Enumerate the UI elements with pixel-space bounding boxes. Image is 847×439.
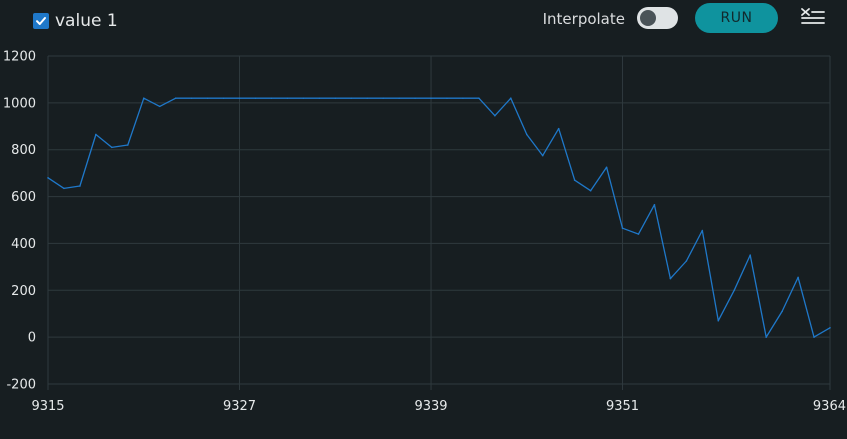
series-label: value 1 <box>55 11 118 31</box>
series-line-value-1 <box>47 97 831 338</box>
data-point <box>669 277 672 280</box>
y-tick-label: 400 <box>11 237 36 252</box>
data-point <box>63 187 65 190</box>
series-toggle-value-1[interactable]: value 1 <box>33 10 118 32</box>
data-point <box>621 227 624 229</box>
data-point <box>829 326 831 329</box>
check-icon[interactable] <box>33 13 49 29</box>
data-point <box>557 127 560 130</box>
x-tick-label: 9327 <box>223 399 256 414</box>
data-point <box>541 154 544 157</box>
x-tick-label: 9339 <box>414 399 447 414</box>
data-point <box>286 97 289 99</box>
y-tick-label: -200 <box>6 378 36 393</box>
data-point <box>254 97 257 99</box>
data-point <box>637 233 640 235</box>
interpolate-label: Interpolate <box>542 10 625 28</box>
clear-list-icon[interactable] <box>800 6 826 28</box>
series-layer <box>47 97 831 338</box>
run-button[interactable]: RUN <box>695 3 778 33</box>
data-point <box>525 133 528 136</box>
x-axis: 9315 9327 9339 9351 9364 <box>31 399 846 414</box>
data-point <box>797 276 799 279</box>
data-point <box>334 97 337 99</box>
y-tick-label: 1200 <box>3 50 36 65</box>
data-point <box>270 97 273 99</box>
grid <box>47 55 831 390</box>
data-point <box>398 97 400 99</box>
data-point <box>749 254 752 256</box>
toggle-knob <box>640 10 656 26</box>
data-point <box>318 97 321 99</box>
data-point <box>589 189 592 192</box>
y-tick-label: 800 <box>11 143 36 158</box>
x-tick-label: 9315 <box>31 399 64 414</box>
data-point <box>462 97 464 99</box>
data-point <box>111 146 113 149</box>
data-point <box>510 97 512 99</box>
data-point <box>206 97 209 99</box>
data-point <box>573 179 576 181</box>
y-tick-label: 200 <box>11 284 36 299</box>
data-point <box>238 97 241 99</box>
data-point <box>79 185 81 187</box>
data-point <box>174 97 177 99</box>
data-point <box>717 319 720 322</box>
data-point <box>222 97 225 99</box>
y-tick-label: 0 <box>28 331 36 346</box>
data-point <box>126 144 129 146</box>
data-point <box>95 133 97 136</box>
data-point <box>733 289 736 292</box>
x-tick-label: 9364 <box>813 399 846 414</box>
data-point <box>414 97 416 99</box>
data-point <box>190 97 193 99</box>
data-point <box>765 336 767 338</box>
data-point <box>366 97 368 99</box>
data-point <box>430 97 432 99</box>
data-point <box>382 97 384 99</box>
data-point <box>685 260 688 262</box>
data-point <box>813 336 815 338</box>
data-point <box>47 177 49 179</box>
data-point <box>350 97 353 99</box>
data-point <box>605 166 608 169</box>
y-axis: -200 0 200 400 600 800 1000 1200 <box>3 50 36 393</box>
data-point <box>142 97 145 99</box>
data-point <box>158 105 161 108</box>
interpolate-toggle[interactable] <box>637 7 678 29</box>
data-point <box>478 97 480 99</box>
data-point <box>781 310 783 313</box>
data-point <box>701 229 704 232</box>
data-point <box>446 97 448 99</box>
data-point <box>302 97 305 99</box>
x-tick-label: 9351 <box>606 399 639 414</box>
data-point <box>653 203 656 206</box>
y-tick-label: 1000 <box>3 96 36 111</box>
y-tick-label: 600 <box>11 190 36 205</box>
data-point <box>494 114 496 117</box>
